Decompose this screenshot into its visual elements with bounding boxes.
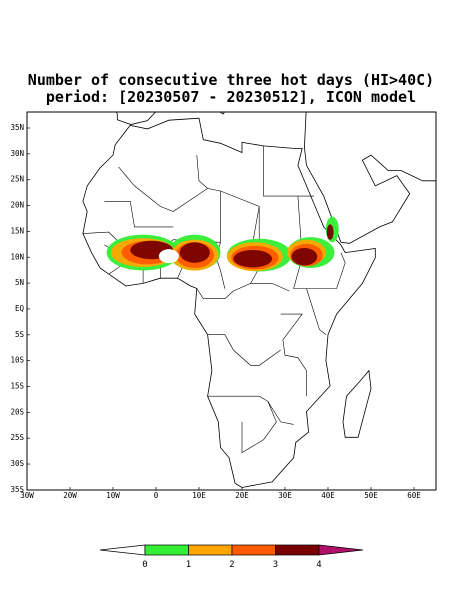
colorbar: 0 1 2 3 4	[99, 544, 364, 570]
lon-label: 60E	[407, 491, 421, 500]
country-border	[306, 288, 327, 335]
country-border	[196, 155, 208, 189]
heat-area	[179, 242, 210, 263]
lat-label: 5S	[15, 330, 25, 339]
coastline	[342, 369, 372, 438]
lon-label: 10E	[192, 491, 206, 500]
lon-label: 20E	[235, 491, 249, 500]
heat-gap	[158, 249, 179, 264]
colorbar-high	[318, 544, 364, 556]
colorbar-label: 2	[229, 560, 234, 570]
colorbar-box	[144, 544, 189, 556]
colorbar-box	[275, 544, 320, 556]
lon-label: 20W	[63, 491, 77, 500]
lon-label: 30E	[278, 491, 292, 500]
map-subtitle: period: [20230507 - 20230512], ICON mode…	[46, 88, 416, 106]
lon-label: 30W	[20, 491, 34, 500]
lat-label: 25S	[10, 433, 24, 442]
colorbar-label: 4	[316, 560, 321, 570]
coastline	[219, 112, 225, 115]
lon-label: 50E	[364, 491, 378, 500]
lat-label: 35N	[10, 123, 24, 132]
lon-label: 10W	[106, 491, 120, 500]
lat-label: 15N	[10, 226, 24, 235]
lat-label: 20N	[10, 201, 24, 210]
lat-label: 5N	[15, 278, 24, 287]
heat-area	[326, 224, 334, 240]
country-border	[280, 313, 307, 397]
colorbar-label: 1	[186, 560, 191, 570]
map-frame	[26, 111, 437, 491]
country-border	[196, 283, 251, 299]
lat-label: 35S	[10, 485, 24, 494]
lat-label: 10N	[10, 252, 24, 261]
lon-label: 40E	[321, 491, 335, 500]
lat-label: 25N	[10, 175, 24, 184]
colorbar-label: 0	[142, 560, 147, 570]
lon-label: 0	[154, 491, 159, 500]
colorbar-box	[188, 544, 233, 556]
heat-area	[233, 250, 273, 268]
lat-label: 15S	[10, 382, 24, 391]
lat-label: 30N	[10, 149, 24, 158]
lat-label: 30S	[10, 459, 24, 468]
land	[82, 112, 436, 488]
lat-label: 10S	[10, 356, 24, 365]
country-border	[104, 201, 174, 228]
coastline	[115, 112, 157, 125]
country-border	[241, 401, 277, 454]
colorbar-label: 3	[273, 560, 278, 570]
country-border	[207, 334, 281, 366]
lat-label: 20S	[10, 407, 24, 416]
colorbar-low	[99, 544, 146, 556]
coastline	[303, 112, 436, 244]
country-border	[263, 145, 315, 197]
lat-label: EQ	[15, 304, 25, 313]
colorbar-box	[231, 544, 276, 556]
heat-area	[291, 247, 318, 266]
map-title: Number of consecutive three hot days (HI…	[28, 71, 434, 89]
